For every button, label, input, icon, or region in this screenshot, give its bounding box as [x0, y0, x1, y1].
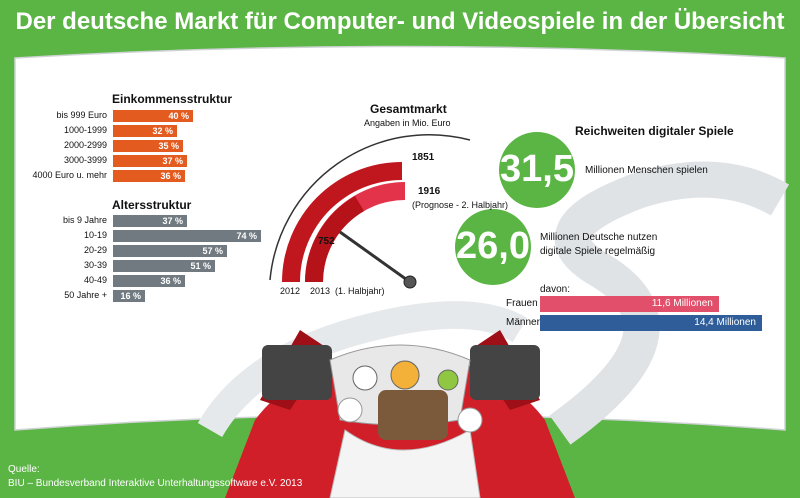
market-title: Gesamtmarkt — [370, 102, 447, 116]
age-value-label: 36 % — [160, 276, 181, 286]
age-value-label: 51 % — [190, 261, 211, 271]
source-label: Quelle: — [8, 464, 40, 475]
income-bar: 35 % — [113, 140, 183, 152]
market-year-2012: 2012 — [280, 286, 301, 296]
market-h1-value: 752 — [318, 236, 335, 247]
gauge-needle — [339, 230, 411, 284]
race-car — [225, 330, 575, 498]
market-year-2013: 2013 — [310, 286, 331, 296]
reach-title: Reichweiten digitaler Spiele — [575, 124, 734, 138]
age-bar: 74 % — [113, 230, 261, 242]
age-value-label: 16 % — [120, 291, 141, 301]
income-bar: 40 % — [113, 110, 193, 122]
market-2012-value: 1851 — [412, 152, 435, 163]
gauge-bar-2012 — [282, 162, 402, 282]
screen-panel — [14, 45, 786, 431]
age-bar: 36 % — [113, 275, 185, 287]
women-label: Frauen — [506, 298, 538, 309]
income-value-label: 37 % — [162, 156, 183, 166]
income-category-label: 1000-1999 — [63, 125, 107, 135]
age-bar: 57 % — [113, 245, 227, 257]
age-category-label: bis 9 Jahre — [62, 215, 107, 225]
reach-bar: 11,6 Millionen — [540, 296, 719, 312]
age-category-label: 10-19 — [83, 230, 107, 240]
market-subtitle: Angaben in Mio. Euro — [364, 118, 451, 128]
reach-circle-1 — [499, 132, 575, 208]
income-title: Einkommensstruktur — [112, 92, 233, 106]
gauge-hub — [403, 275, 417, 289]
income-value-label: 40 % — [168, 111, 189, 121]
age-title: Altersstruktur — [112, 198, 192, 212]
age-bar: 37 % — [113, 215, 187, 227]
age-category-label: 50 Jahre + — [64, 290, 107, 300]
reach-text-2a: Millionen Deutsche nutzen — [540, 232, 658, 243]
income-category-label: 3000-3999 — [63, 155, 107, 165]
income-bar: 32 % — [113, 125, 177, 137]
income-bar: 36 % — [113, 170, 185, 182]
income-category-label: bis 999 Euro — [56, 110, 107, 120]
age-value-label: 37 % — [162, 216, 183, 226]
reach-bar: 14,4 Millionen — [540, 315, 762, 331]
reach-circle-2 — [455, 209, 531, 285]
reach-bar-value: 14,4 Millionen — [694, 317, 756, 328]
market-h1-note: (1. Halbjahr) — [335, 286, 385, 296]
age-category-label: 30-39 — [83, 260, 107, 270]
gauge-bar-2013-h1 — [305, 196, 364, 282]
reach-text-1: Millionen Menschen spielen — [585, 165, 708, 176]
reach-big-1: 31,5 — [500, 148, 574, 190]
men-label: Männer — [506, 317, 540, 328]
age-category-label: 40-49 — [83, 275, 107, 285]
income-value-label: 32 % — [152, 126, 173, 136]
reach-davon: davon: — [540, 284, 571, 295]
gauge-arc-outline — [269, 133, 471, 281]
reach-text-2b: digitale Spiele regelmäßig — [540, 246, 656, 257]
age-value-label: 57 % — [202, 246, 223, 256]
income-category-label: 4000 Euro u. mehr — [32, 170, 107, 180]
income-value-label: 36 % — [160, 171, 181, 181]
page-title: Der deutsche Markt für Computer- und Vid… — [15, 8, 785, 35]
market-2013-value: 1916 — [418, 186, 441, 197]
source-text: BIU – Bundesverband Interaktive Unterhal… — [8, 478, 303, 489]
road-curve — [197, 301, 528, 438]
reach-big-2: 26,0 — [456, 225, 530, 267]
age-bar: 51 % — [113, 260, 215, 272]
age-category-label: 20-29 — [83, 245, 107, 255]
road-swirl — [549, 161, 790, 445]
income-bar: 37 % — [113, 155, 187, 167]
age-value-label: 74 % — [236, 231, 257, 241]
income-category-label: 2000-2999 — [63, 140, 107, 150]
market-2013-note: (Prognose - 2. Halbjahr) — [412, 200, 509, 210]
age-bar: 16 % — [113, 290, 145, 302]
reach-bar-value: 11,6 Millionen — [651, 298, 713, 309]
income-value-label: 35 % — [158, 141, 179, 151]
